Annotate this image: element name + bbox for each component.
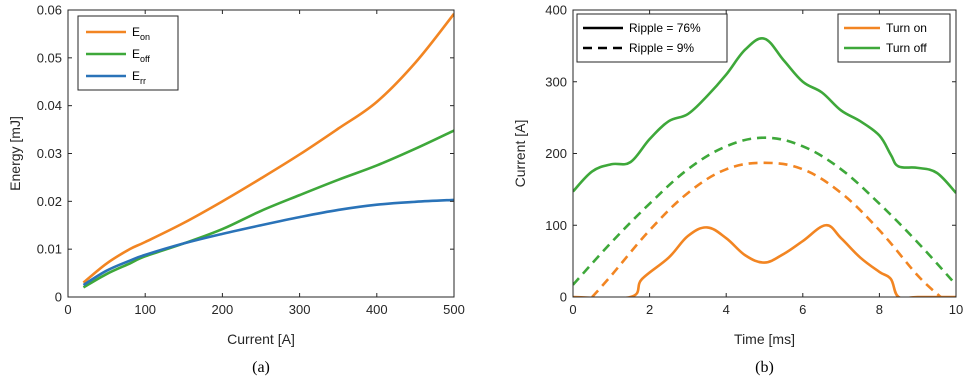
legend-label-subscript: rr [140, 76, 146, 86]
x-tick-label: 6 [799, 302, 806, 317]
legend-label-turn-on: Turn on [886, 21, 927, 35]
legend-label-subscript: on [140, 32, 150, 42]
x-tick-label: 300 [289, 302, 311, 317]
panel-caption: (b) [755, 359, 774, 376]
line-style-legend: Ripple = 76% Ripple = 9% [576, 13, 728, 63]
series-line-turn-off [573, 37, 956, 194]
y-tick-label: 0.02 [37, 194, 62, 209]
legend: Turn on Turn off [837, 13, 951, 63]
panel-a-energy-chart: 0 100 200 300 400 500 0 0.01 0.02 0.03 0.04 0.05 0.0… [7, 3, 465, 377]
series-line-turn-on [573, 223, 956, 297]
series-line-e-off [82, 129, 454, 289]
y-axis-label: Energy [mJ] [7, 116, 23, 191]
x-tick-label: 500 [443, 302, 465, 317]
y-tick-label: 0.01 [37, 242, 62, 257]
x-tick-label: 0 [569, 302, 576, 317]
legend-label-main: E [132, 69, 140, 83]
legend-label-turn-off: Turn off [886, 41, 927, 55]
y-tick-label: 300 [545, 74, 567, 89]
x-tick-label: 0 [64, 302, 71, 317]
series-line-e-on [82, 13, 454, 284]
y-tick-label: 0.04 [37, 98, 62, 113]
series-line-e-rr [82, 198, 454, 287]
legend-label-subscript: off [140, 54, 150, 64]
x-tick-label: 8 [876, 302, 883, 317]
x-axis-label: Time [ms] [734, 331, 795, 347]
y-tick-label: 200 [545, 146, 567, 161]
legend-label-e-on: Eon [132, 25, 150, 42]
x-tick-label: 200 [212, 302, 234, 317]
y-tick-label: 0.03 [37, 146, 62, 161]
y-tick-label: 0.05 [37, 50, 62, 65]
line-style-label-solid: Ripple = 76% [629, 21, 701, 35]
series-line-series-3-dashed [573, 136, 956, 286]
legend-label-main: E [132, 25, 140, 39]
x-tick-label: 4 [723, 302, 730, 317]
y-tick-label: 400 [545, 3, 567, 18]
line-style-legend-box [576, 13, 728, 63]
y-tick-label: 100 [545, 218, 567, 233]
x-tick-label: 400 [366, 302, 388, 317]
legend-label-e-rr: Err [132, 69, 146, 86]
y-tick-label: 0 [55, 290, 62, 305]
series-group [82, 13, 454, 289]
legend-label-e-off: Eoff [132, 47, 150, 64]
x-axis-label: Current [A] [227, 331, 295, 347]
x-tick-label: 10 [949, 302, 963, 317]
y-tick-label: 0 [560, 290, 567, 305]
series-line-series-2-dashed [591, 161, 942, 297]
series-group [573, 37, 956, 297]
legend-label-main: E [132, 47, 140, 61]
line-style-label-dashed: Ripple = 9% [629, 41, 694, 55]
legend-box [837, 13, 951, 63]
y-axis-label: Current [A] [512, 120, 528, 188]
x-tick-label: 100 [134, 302, 156, 317]
y-tick-label: 0.06 [37, 3, 62, 18]
x-tick-label: 2 [646, 302, 653, 317]
panel-caption: (a) [252, 359, 270, 376]
